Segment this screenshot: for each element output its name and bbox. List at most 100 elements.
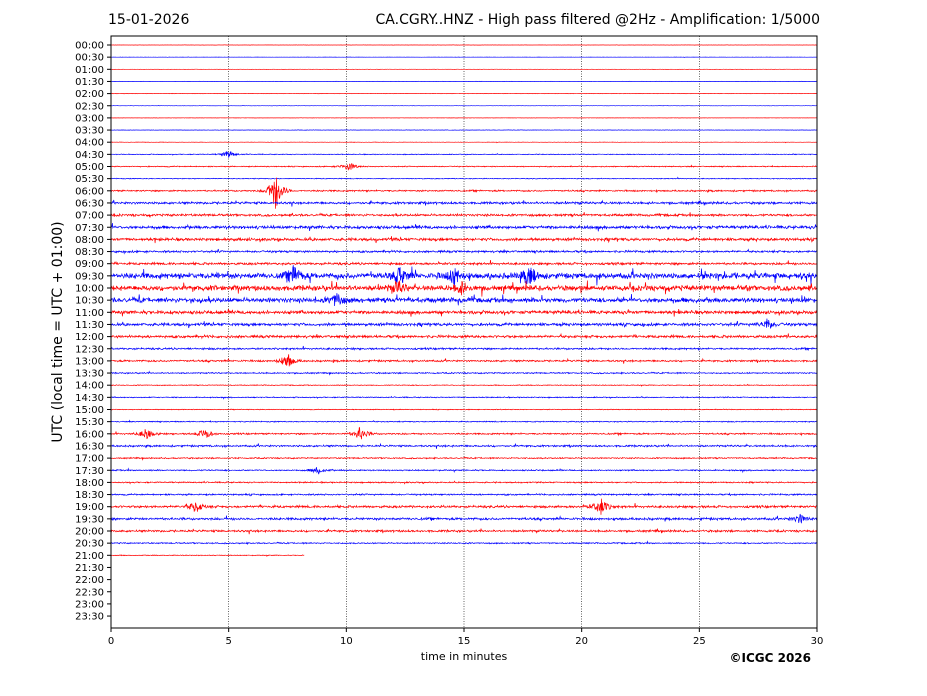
y-tick-label: 15:00	[75, 405, 104, 416]
y-tick-label: 09:30	[75, 271, 104, 282]
trace-1230	[110, 345, 818, 352]
x-tick-label: 20	[575, 636, 588, 647]
y-axis-label: UTC (local time = UTC + 01:00)	[50, 221, 66, 442]
x-tick-label: 0	[108, 636, 114, 647]
y-tick-label: 21:00	[75, 551, 104, 562]
trace-1130	[110, 318, 818, 329]
y-tick-label: 12:00	[75, 332, 104, 343]
trace-1530	[110, 419, 818, 424]
y-tick-label: 14:00	[75, 381, 104, 392]
y-tick-label: 15:30	[75, 417, 104, 428]
x-tick-label: 10	[340, 636, 353, 647]
trace-1400	[110, 383, 818, 387]
y-tick-label: 22:00	[75, 575, 104, 586]
y-tick-label: 08:30	[75, 247, 104, 258]
y-tick-label: 13:00	[75, 356, 104, 367]
trace-1830	[110, 492, 818, 497]
y-tick-label: 11:00	[75, 308, 104, 319]
plot-title: CA.CGRY..HNZ - High pass filtered @2Hz -…	[375, 12, 820, 28]
x-tick-label: 25	[693, 636, 706, 647]
trace-1200	[110, 332, 818, 340]
seismic-traces	[110, 44, 818, 557]
y-tick-label: 02:30	[75, 101, 104, 112]
trace-1900	[110, 498, 818, 515]
trace-1100	[110, 308, 818, 317]
y-tick-label: 03:00	[75, 113, 104, 124]
y-tick-label: 17:00	[75, 454, 104, 465]
y-tick-label: 06:00	[75, 186, 104, 197]
trace-1300	[110, 354, 818, 367]
trace-0830	[110, 248, 818, 255]
trace-1500	[110, 408, 818, 411]
trace-0530	[110, 176, 817, 180]
y-tick-label: 04:30	[75, 150, 104, 161]
y-tick-label: 05:30	[75, 174, 104, 185]
y-tick-label: 20:30	[75, 539, 104, 550]
y-tick-label: 17:30	[75, 466, 104, 477]
y-tick-label: 11:30	[75, 320, 104, 331]
trace-0430	[110, 151, 817, 158]
y-tick-label: 04:00	[75, 138, 104, 149]
trace-1700	[110, 456, 818, 461]
trace-0030	[111, 56, 817, 58]
trace-2030	[110, 540, 817, 546]
y-tick-label: 05:00	[75, 162, 104, 173]
y-tick-label: 18:30	[75, 490, 104, 501]
y-tick-label: 00:30	[75, 53, 104, 64]
y-tick-label: 10:00	[75, 284, 104, 295]
y-tick-label: 19:30	[75, 514, 104, 525]
trace-0700	[110, 212, 818, 219]
x-axis-label: time in minutes	[421, 650, 508, 663]
trace-0100	[111, 68, 818, 71]
trace-0330	[111, 129, 818, 131]
trace-1730	[110, 467, 818, 475]
trace-0230	[110, 104, 817, 107]
y-tick-label: 09:00	[75, 259, 104, 270]
y-tick-label: 08:00	[75, 235, 104, 246]
y-tick-label: 00:00	[75, 41, 104, 52]
trace-1430	[110, 395, 818, 400]
trace-1000	[110, 280, 818, 297]
trace-2000	[110, 527, 818, 535]
trace-0400	[110, 141, 818, 144]
y-tick-label: 21:30	[75, 563, 104, 574]
y-tick-label: 23:30	[75, 612, 104, 623]
y-tick-label: 02:00	[75, 89, 104, 100]
y-tick-label: 06:30	[75, 198, 104, 209]
trace-1330	[111, 370, 818, 376]
grid-lines	[228, 36, 700, 628]
trace-0600	[110, 177, 817, 209]
y-tick-label: 01:00	[75, 65, 104, 76]
y-tick-label: 13:30	[75, 369, 104, 380]
y-tick-label: 01:30	[75, 77, 104, 88]
trace-1030	[110, 293, 818, 307]
trace-1930	[110, 513, 817, 524]
x-tick-label: 5	[225, 636, 231, 647]
y-tick-label: 16:00	[75, 429, 104, 440]
trace-0730	[110, 223, 818, 232]
trace-0800	[110, 236, 818, 244]
y-tick-label: 18:00	[75, 478, 104, 489]
copyright-label: ©ICGC 2026	[729, 651, 811, 665]
y-tick-label: 14:30	[75, 393, 104, 404]
trace-1800	[110, 480, 818, 485]
y-tick-label: 19:00	[75, 502, 104, 513]
x-tick-label: 15	[458, 636, 471, 647]
y-tick-label: 10:30	[75, 296, 104, 307]
trace-2100	[110, 554, 305, 557]
y-tick-label: 16:30	[75, 441, 104, 452]
trace-1630	[110, 442, 818, 449]
trace-0500	[110, 163, 817, 171]
x-axis-ticks: 0 5 10 15 20 25 30	[108, 628, 824, 647]
plot-date: 15-01-2026	[108, 12, 190, 28]
y-tick-label: 12:30	[75, 344, 104, 355]
y-tick-label: 03:30	[75, 126, 104, 137]
y-tick-label: 07:00	[75, 211, 104, 222]
trace-0930	[110, 265, 818, 287]
trace-0630	[110, 199, 818, 207]
x-tick-label: 30	[811, 636, 824, 647]
trace-0900	[110, 260, 818, 267]
y-tick-label: 20:00	[75, 527, 104, 538]
